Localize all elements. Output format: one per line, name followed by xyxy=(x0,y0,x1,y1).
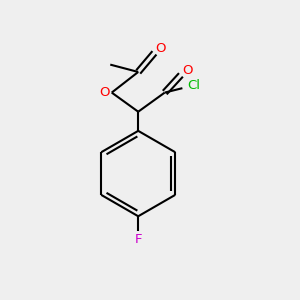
Text: O: O xyxy=(156,42,166,55)
Text: O: O xyxy=(182,64,193,77)
Text: F: F xyxy=(134,233,142,246)
Text: Cl: Cl xyxy=(187,79,200,92)
Text: O: O xyxy=(99,86,110,99)
